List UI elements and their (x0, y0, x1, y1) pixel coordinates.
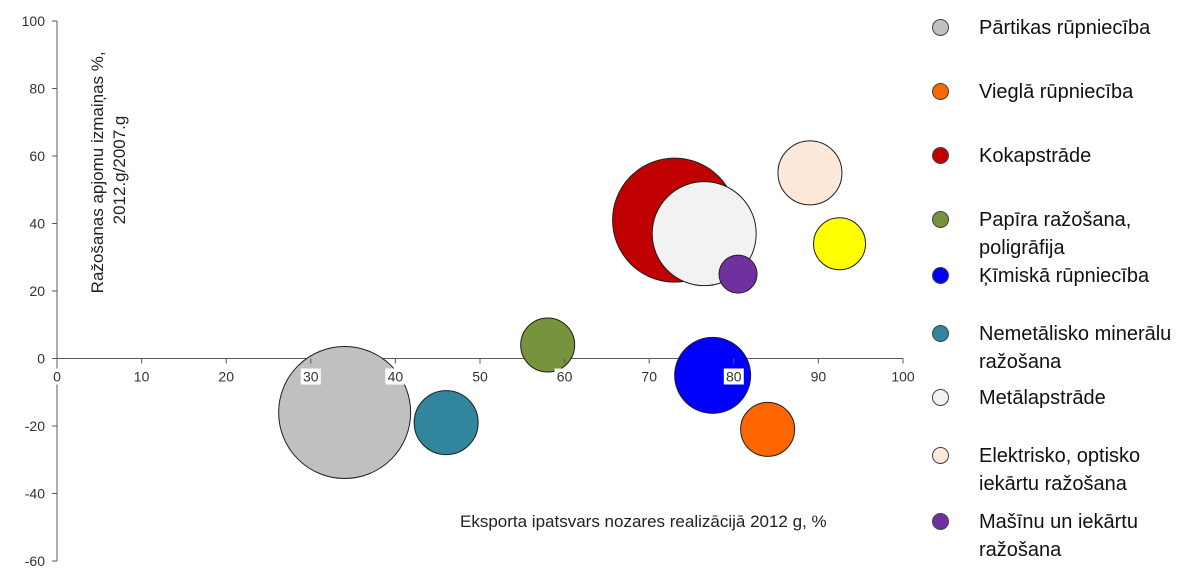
x-tick-label: 90 (811, 369, 827, 385)
legend-item: Mašīnu un iekārtu ražošana (928, 508, 1186, 564)
y-tick-label: 0 (37, 351, 45, 367)
y-tick-label: 100 (22, 13, 46, 29)
y-tick-label: -40 (25, 486, 45, 502)
x-tick-label-bg (554, 368, 575, 385)
x-axis-title: Eksporta ipatsvars nozares realizācijā 2… (460, 512, 827, 531)
x-tick-label: 60 (557, 369, 573, 385)
legend-marker-icon (932, 325, 949, 342)
x-tick-label: 20 (218, 369, 234, 385)
x-tick-label-bg (808, 368, 829, 385)
legend-label: Pārtikas rūpniecība (979, 17, 1151, 39)
legend-item: Elektrisko, optisko iekārtu ražošana (928, 442, 1186, 498)
x-tick-label-bg (51, 368, 63, 385)
x-tick-label: 50 (472, 369, 488, 385)
x-tick-label: 100 (891, 369, 915, 385)
legend-label: Mašīnu un iekārtu ražošana (979, 511, 1138, 561)
bubble-chart: 0 10 20 30 40 50 60 70 80 90 100 100 80 60 40 20 0 -20 -40… (22, 13, 915, 569)
x-tick-label-bg (639, 368, 660, 385)
legend-label: Nemetālisko minerālu ražošana (979, 323, 1172, 373)
x-tick-label-bg (723, 368, 744, 385)
x-tick-label: 30 (303, 369, 319, 385)
legend-label: Elektrisko, optisko iekārtu ražošana (979, 445, 1141, 495)
x-tick-label-bg (470, 368, 490, 385)
x-tick-label-bg (131, 368, 152, 385)
legend-marker-icon (932, 447, 949, 464)
legend-marker-icon (932, 83, 949, 100)
bubble-9 (718, 254, 758, 294)
bubble-8 (777, 140, 843, 206)
legend-item: Kokapstrāde (928, 142, 1186, 170)
legend-marker-icon (932, 513, 949, 530)
legend-label: Metālapstrāde (979, 387, 1106, 409)
bubble-6 (413, 390, 479, 456)
x-tick-label: 80 (726, 369, 742, 385)
legend-item: Vieglā rūpniecība (928, 78, 1186, 106)
y-tick-label: 40 (29, 216, 45, 232)
y-tick-label: -60 (25, 553, 45, 569)
legend-item: Nemetālisko minerālu ražošana (928, 320, 1186, 376)
x-tick-label-bg (300, 368, 321, 385)
x-tick-label: 40 (388, 369, 404, 385)
bubble-2 (740, 401, 796, 457)
legend-label: Ķīmiskā rūpniecība (979, 265, 1150, 287)
legend-item: Ķīmiskā rūpniecība (928, 262, 1186, 290)
x-tick-label-bg (385, 368, 406, 385)
y-tick-label: 60 (29, 148, 45, 164)
legend-marker-icon (932, 211, 949, 228)
bubble-5 (674, 336, 752, 414)
x-tick-label: 10 (134, 369, 150, 385)
y-tick-label: -20 (25, 418, 45, 434)
legend-item: Metālapstrāde (928, 384, 1186, 412)
x-tick-label-bg (216, 368, 237, 385)
x-tick-label: 0 (53, 369, 61, 385)
y-axis-title: Ražošanas apjomu izmaiņas %, 2012.g/2007… (88, 47, 129, 294)
y-tick-label: 20 (29, 283, 45, 299)
y-tick-label: 80 (29, 81, 45, 97)
bubble-1 (278, 346, 412, 479)
chart-svg: 0 10 20 30 40 50 60 70 80 90 100 100 80 60 40 20 0 -20 -40… (22, 13, 915, 569)
legend-marker-icon (932, 389, 949, 406)
legend-label: Papīra ražošana, poligrāfija (979, 209, 1132, 259)
bubble-10 (813, 217, 867, 271)
x-tick-label: 70 (641, 369, 657, 385)
legend-marker-icon (932, 147, 949, 164)
legend-label: Kokapstrāde (979, 145, 1092, 167)
legend-label: Vieglā rūpniecība (979, 81, 1134, 103)
legend-item: Papīra ražošana, poligrāfija (928, 206, 1186, 262)
legend-item: Pārtikas rūpniecība (928, 14, 1186, 42)
legend-marker-icon (932, 267, 949, 284)
legend-marker-icon (932, 19, 949, 36)
x-tick-label-bg (889, 368, 915, 385)
bubble-4 (520, 317, 576, 373)
